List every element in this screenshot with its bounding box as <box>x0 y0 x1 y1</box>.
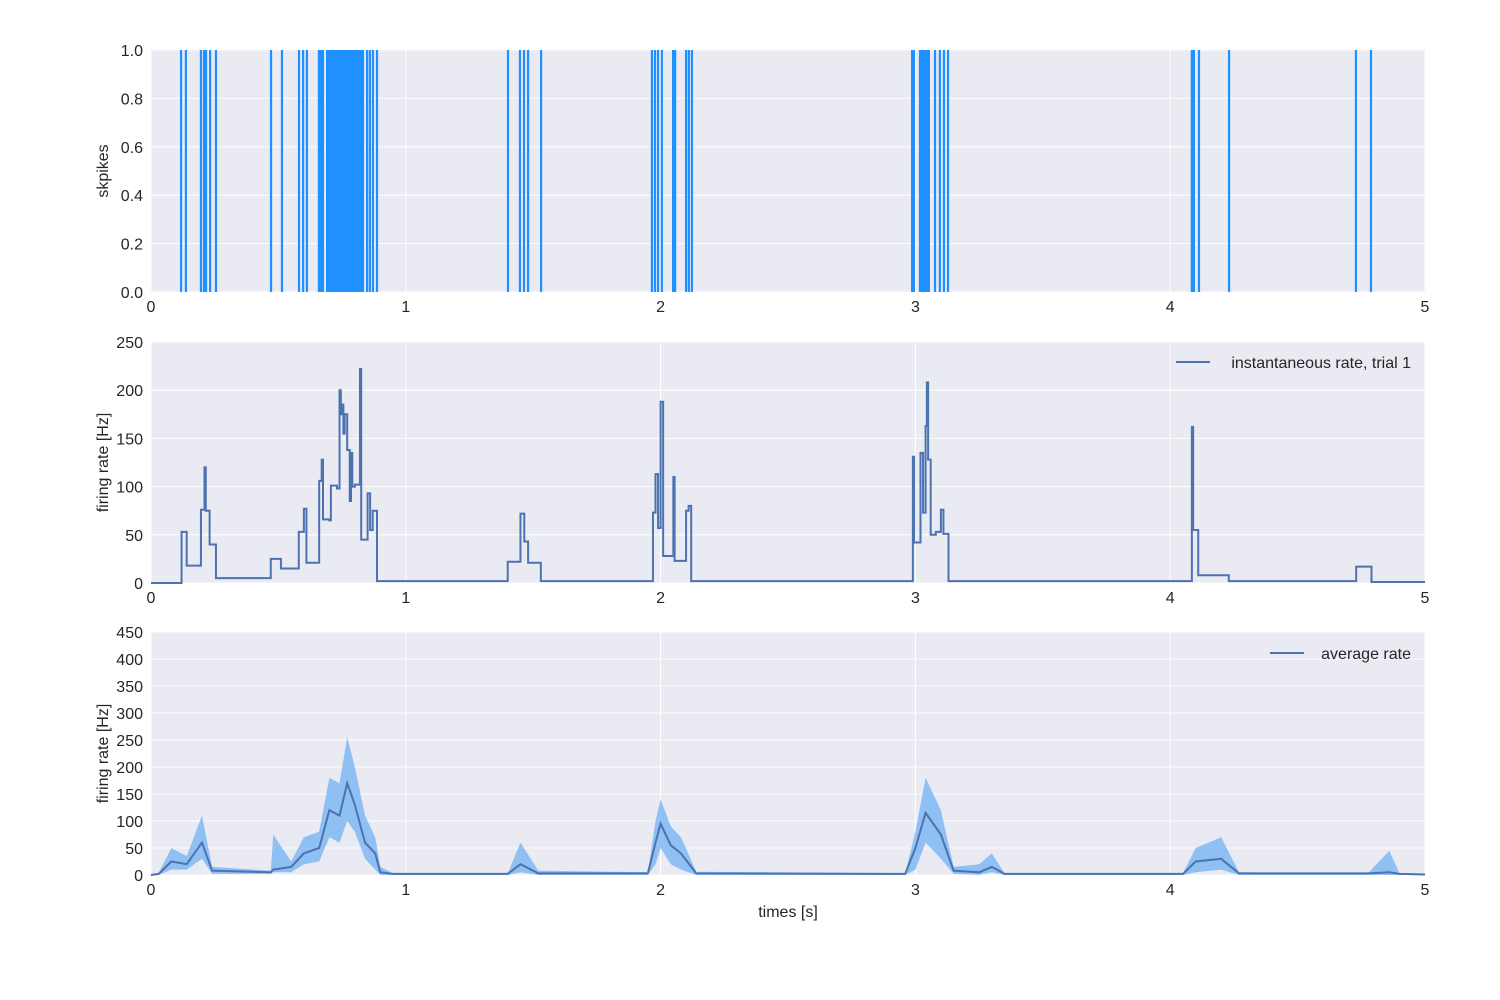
x-tick-label: 2 <box>656 590 665 607</box>
legend-label: instantaneous rate, trial 1 <box>1231 355 1411 372</box>
y-tick-label: 200 <box>116 760 143 777</box>
y-tick-label: 0 <box>134 576 143 593</box>
y-axis-label: firing rate [Hz] <box>95 704 112 804</box>
y-tick-label: 0 <box>134 868 143 885</box>
x-tick-label: 1 <box>401 590 410 607</box>
x-tick-label: 5 <box>1421 299 1430 316</box>
x-tick-label: 3 <box>911 882 920 899</box>
legend-label: average rate <box>1321 646 1411 663</box>
y-tick-label: 1.0 <box>121 43 143 60</box>
x-tick-label: 0 <box>147 299 156 316</box>
x-tick-label: 4 <box>1166 882 1175 899</box>
y-axis-label: firing rate [Hz] <box>95 413 112 513</box>
y-tick-label: 0.8 <box>121 91 143 108</box>
axes-1: 0 1 2 3 4 5 0.0 0.2 0.4 0.6 0.8 1.0 skpikes <box>95 43 1430 316</box>
y-tick-label: 0.6 <box>121 140 143 157</box>
y-axis-label: skpikes <box>95 144 112 197</box>
x-tick-label: 2 <box>656 882 665 899</box>
y-tick-label: 0.0 <box>121 285 143 302</box>
x-tick-label: 4 <box>1166 299 1175 316</box>
x-tick-label: 3 <box>911 299 920 316</box>
average-rate-line <box>150 779 1426 876</box>
x-tick-label: 5 <box>1421 590 1430 607</box>
x-tick-label: 1 <box>401 299 410 316</box>
rate-band <box>151 737 1425 875</box>
x-tick-label: 3 <box>911 590 920 607</box>
plot-background <box>151 632 1425 875</box>
instantaneous-rate-line <box>151 367 1425 584</box>
x-tick-label: 4 <box>1166 590 1175 607</box>
y-tick-label: 50 <box>125 841 143 858</box>
y-tick-label: 300 <box>116 706 143 723</box>
x-tick-label: 2 <box>656 299 665 316</box>
axes-3: 0 1 2 3 4 5050100150200250300350400450firing … <box>95 625 1430 921</box>
x-tick-label: 1 <box>401 882 410 899</box>
y-tick-label: 150 <box>116 431 143 448</box>
y-tick-label: 200 <box>116 383 143 400</box>
x-tick-label: 0 <box>147 882 156 899</box>
y-tick-label: 150 <box>116 787 143 804</box>
y-tick-label: 250 <box>116 733 143 750</box>
x-axis-label: times [s] <box>758 904 818 921</box>
y-tick-label: 50 <box>125 528 143 545</box>
x-tick-label: 0 <box>147 590 156 607</box>
y-tick-label: 450 <box>116 625 143 642</box>
y-tick-label: 400 <box>116 652 143 669</box>
plot-background <box>151 342 1425 583</box>
y-tick-label: 0.4 <box>121 188 143 205</box>
x-tick-label: 5 <box>1421 882 1430 899</box>
y-tick-label: 250 <box>116 335 143 352</box>
y-tick-label: 100 <box>116 480 143 497</box>
y-tick-label: 350 <box>116 679 143 696</box>
y-tick-label: 100 <box>116 814 143 831</box>
y-tick-label: 0.2 <box>121 237 143 254</box>
